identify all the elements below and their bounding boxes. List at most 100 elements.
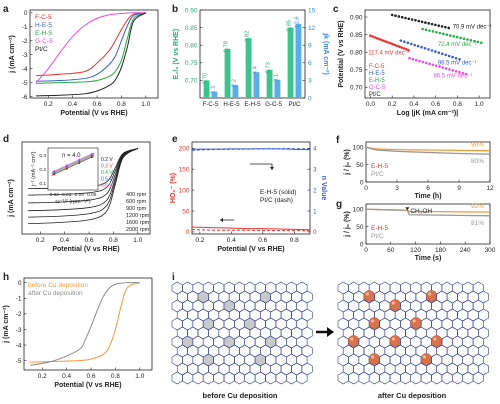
lattice-hexagon <box>379 371 391 385</box>
legend-entry: E-H-5 <box>371 163 388 170</box>
cu-particle <box>347 335 360 347</box>
series-line-F-C-5 <box>36 12 146 77</box>
tafel-point-E-H-5 <box>452 34 455 38</box>
lattice-hexagon <box>286 371 297 385</box>
cu-highlight <box>370 319 375 323</box>
bar-jk <box>253 72 260 98</box>
x-tick-label: 0 <box>364 185 368 192</box>
lattice-hexagon <box>234 371 245 385</box>
inset-legend-entry: 0.6 V <box>101 183 113 189</box>
inset-y-axis-label: j⁻¹ (mA⁻¹ cm²) <box>31 151 37 187</box>
tafel-point-E-H-5 <box>476 40 480 44</box>
y-tick-label: 0.85 <box>185 25 198 32</box>
y-tick-label: 6 <box>308 60 312 67</box>
tafel-point-G-C-5 <box>454 69 458 73</box>
x-axis-label: Potential (V vs RHE) <box>60 110 127 117</box>
x-tick-label: 0.4 <box>227 237 236 244</box>
bar-e12 <box>245 38 252 98</box>
x-tick-label: 0.2 <box>388 101 397 108</box>
x-tick-label: 0.8 <box>111 373 120 380</box>
tafel-point-F-C-5 <box>384 40 388 43</box>
tafel-point-F-C-5 <box>393 43 397 47</box>
panel-letter: b <box>172 4 178 15</box>
cu-highlight <box>350 337 354 341</box>
x-tick-label: 0.8 <box>453 101 462 108</box>
tafel-point-Pt/C <box>404 16 407 20</box>
lattice-hexagon <box>223 371 235 385</box>
y-tick-label: 0.70 <box>185 78 198 85</box>
panel-b-frame <box>199 9 306 99</box>
tafel-point-E-H-5 <box>442 32 445 36</box>
tafel-point-G-C-5 <box>428 62 431 66</box>
lattice-hexagon <box>389 371 401 385</box>
bar-value-label: 0.85 <box>287 20 293 31</box>
legend-entry: H-E-5 <box>369 71 385 77</box>
lattice-hexagon <box>202 371 214 385</box>
bar-value-label: 0.70 <box>203 73 209 84</box>
x-tick-label: 0.0 <box>366 101 375 108</box>
tafel-point-E-H-5 <box>421 27 424 31</box>
bar-value-label: 0.82 <box>245 31 251 42</box>
tafel-point-F-C-5 <box>400 46 404 49</box>
lattice-hexagon <box>254 371 266 385</box>
tafel-point-Pt/C <box>390 13 394 17</box>
tafel-point-F-C-5 <box>375 36 379 40</box>
arrow-right-axis <box>250 163 273 170</box>
inset-y-tick-label: 0.1 <box>39 181 46 187</box>
end-value-label: 80% <box>471 158 484 165</box>
tafel-point-F-C-5 <box>391 42 395 46</box>
tafel-point-F-C-5 <box>407 48 410 52</box>
tafel-point-E-H-5 <box>428 29 431 32</box>
legend-entry: E-H-5 <box>369 78 385 84</box>
cu-particle <box>430 335 443 347</box>
inset-x-axis-label: ω⁻¹/² (rpm⁻¹/²) <box>55 199 90 205</box>
inset-fit-line <box>51 155 95 176</box>
tafel-point-G-C-5 <box>411 57 415 61</box>
slope-annotation: 70.9 mV dec⁻¹ <box>453 24 492 30</box>
inset-fit-line <box>51 154 95 175</box>
y-tick-label: -1 <box>22 24 28 31</box>
x-axis-label: Potential (V vs RHE) <box>52 246 119 253</box>
lattice-hexagon <box>358 371 370 385</box>
tafel-point-H-E-5 <box>434 50 437 53</box>
tafel-point-G-C-5 <box>448 68 451 71</box>
x-tick-label: 0.2 <box>38 373 47 380</box>
slope-annotation: 72.4 mV dec⁻¹ <box>438 42 477 48</box>
tafel-point-H-E-5 <box>437 51 441 54</box>
tafel-point-Pt/C <box>437 24 441 27</box>
rpm-label: 900 rpm <box>126 206 147 212</box>
tafel-point-Pt/C <box>424 21 427 24</box>
cu-particle <box>368 317 381 329</box>
tafel-point-E-H-5 <box>435 30 438 34</box>
cu-particle <box>389 299 401 311</box>
x-tick-label: 0.2 <box>195 237 204 244</box>
tafel-point-E-H-5 <box>480 41 483 45</box>
tafel-point-H-E-5 <box>413 43 416 47</box>
tafel-point-G-C-5 <box>424 61 428 65</box>
tafel-point-F-C-5 <box>382 39 386 43</box>
tafel-point-G-C-5 <box>408 56 411 60</box>
y-tick-label: 4 <box>313 146 317 153</box>
y-axis-label: j (mA cm⁻²) <box>3 305 10 344</box>
y-tick-label: 0 <box>18 280 22 287</box>
arrow-head <box>220 218 223 222</box>
y-tick-label: 0 <box>308 95 312 102</box>
panel-g-frame <box>365 203 491 245</box>
after-cu-label: after Cu deposition <box>378 391 447 400</box>
lattice-hexagon <box>472 371 484 385</box>
lattice-hexagon <box>244 371 256 385</box>
x-tick-label: 0.2 <box>44 101 53 108</box>
tafel-point-F-C-5 <box>380 38 383 42</box>
panel-e-frame <box>191 141 311 235</box>
x-tick-label: 1.0 <box>475 101 484 108</box>
x-tick-label: 0.4 <box>62 373 71 380</box>
inset-fit-line <box>51 153 95 174</box>
y-tick-label: 100 <box>353 145 364 152</box>
lattice-after <box>337 281 489 385</box>
y-tick-label: 100 <box>353 207 364 214</box>
cu-highlight <box>391 337 395 341</box>
series-line <box>30 282 140 363</box>
y-tick-label: 2 <box>313 187 317 194</box>
series-line-Pt/C <box>36 12 147 97</box>
